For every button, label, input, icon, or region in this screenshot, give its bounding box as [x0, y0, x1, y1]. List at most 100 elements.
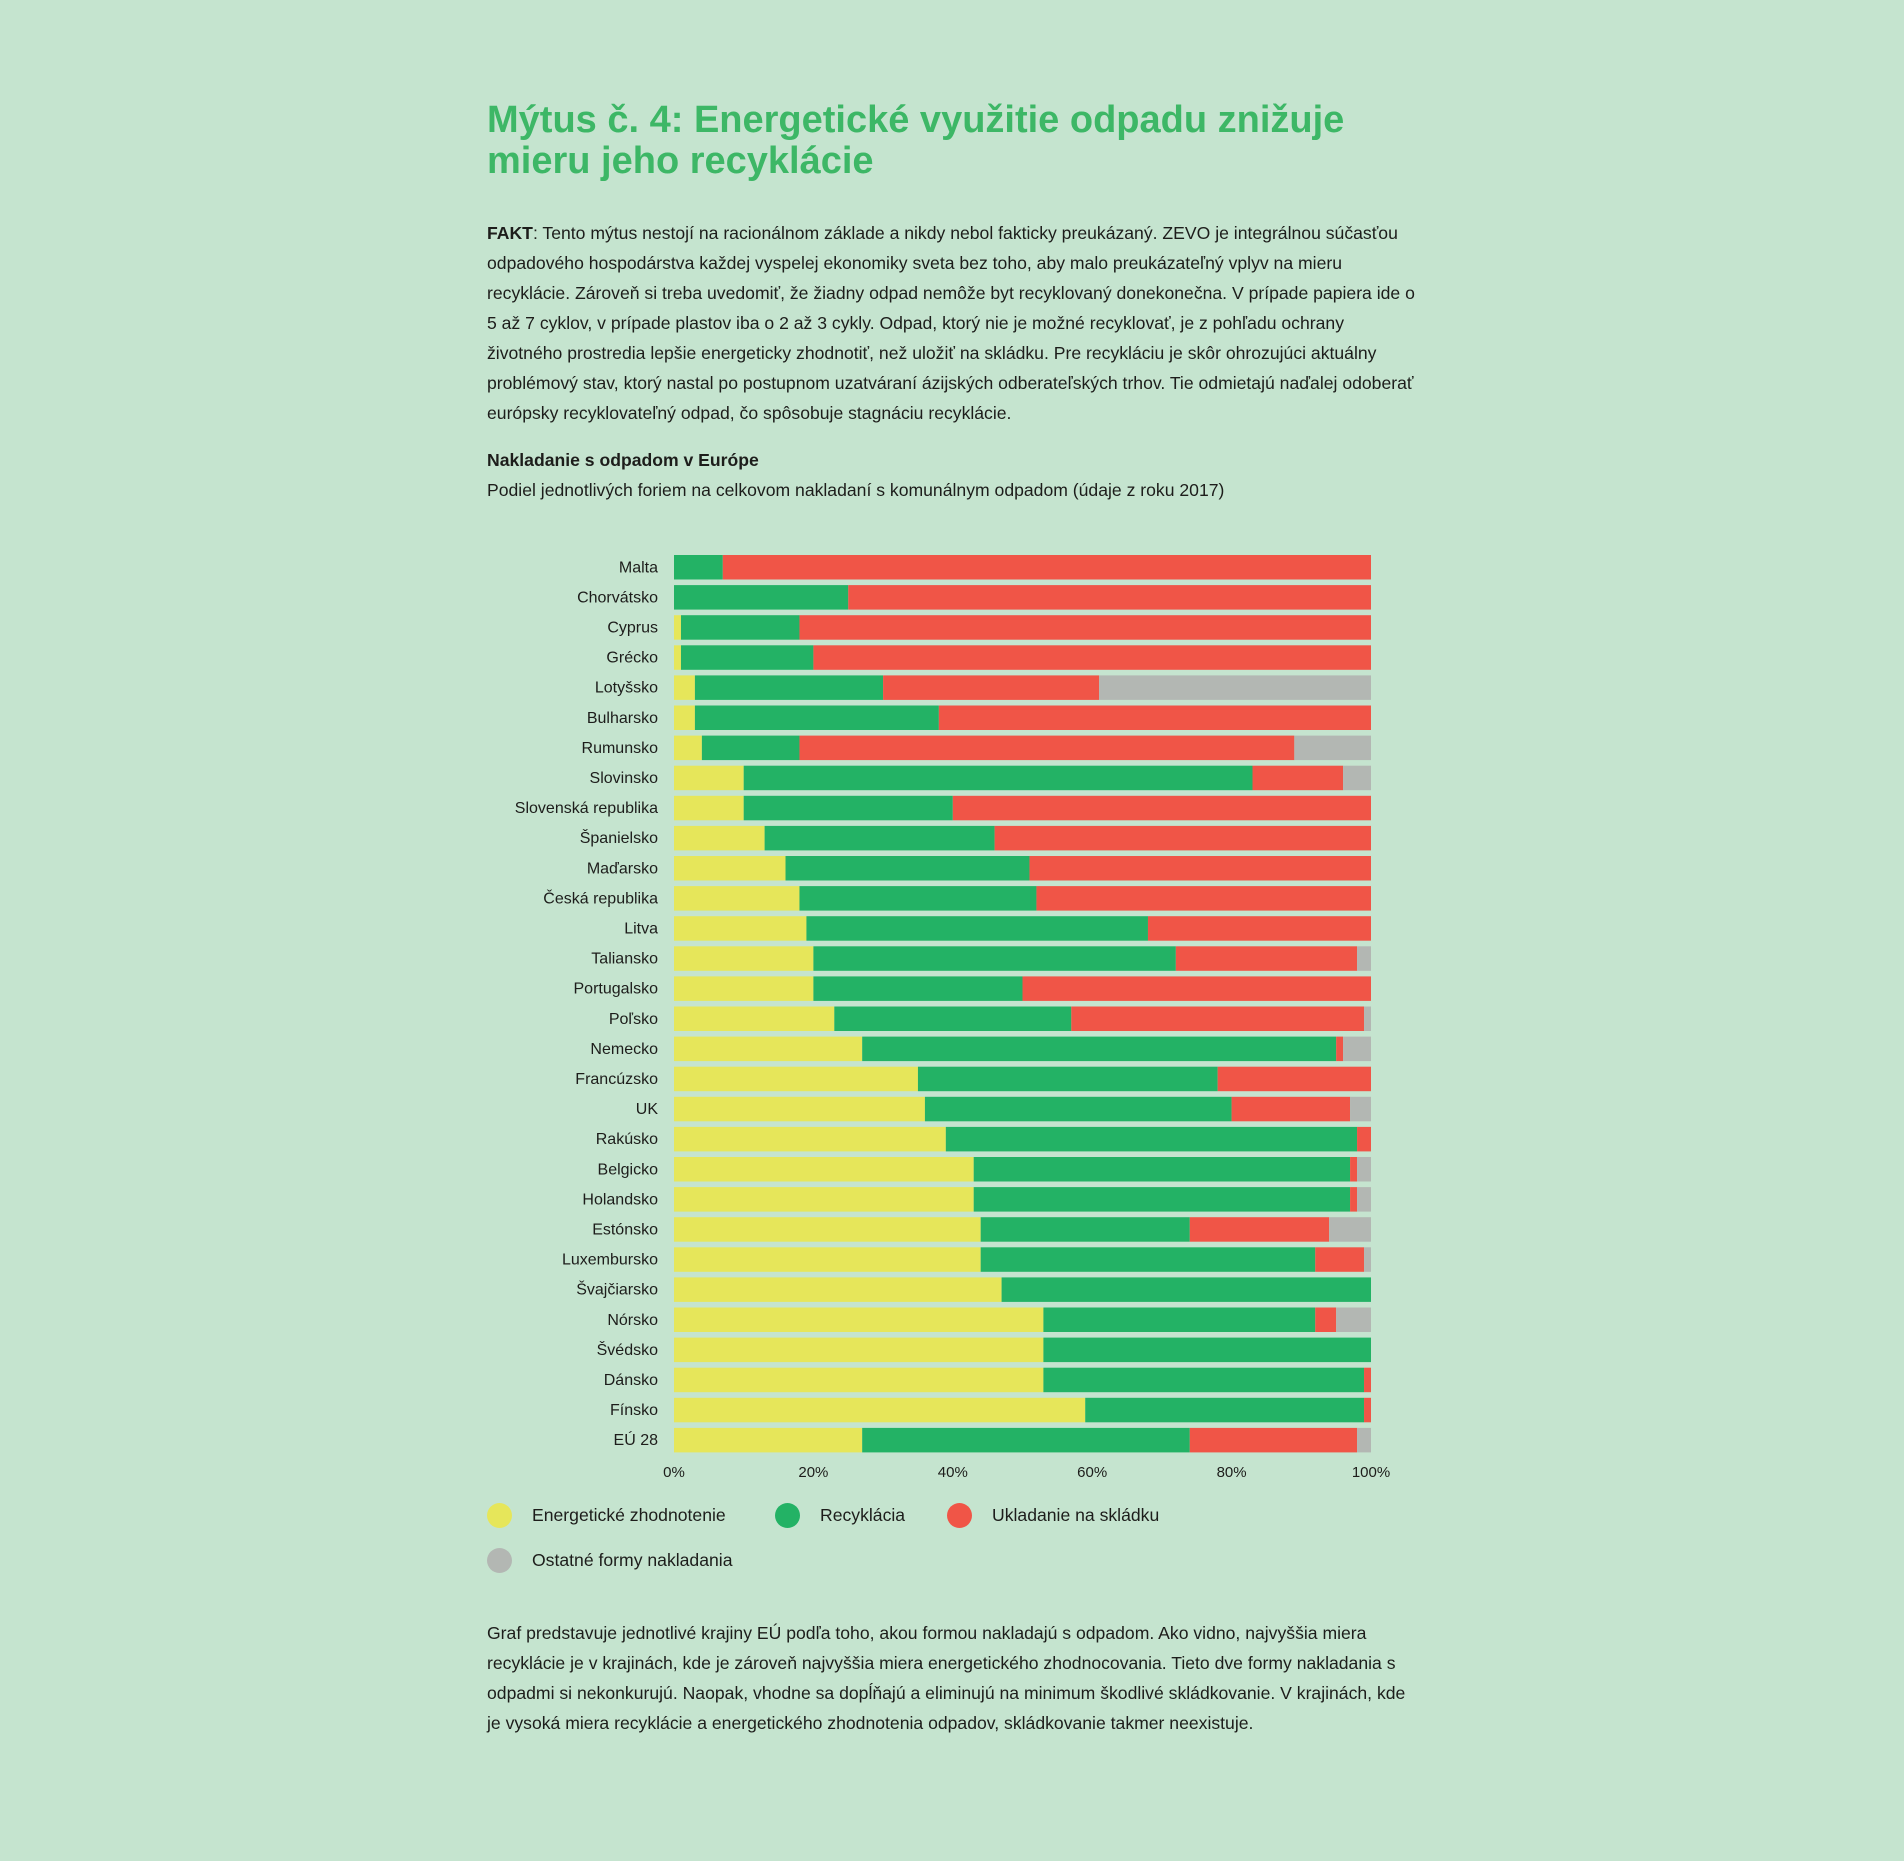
- legend-label-recycling: Recyklácia: [820, 1504, 906, 1525]
- bar-segment-ceska-republika-0: [674, 886, 800, 911]
- category-label-cyprus: Cyprus: [607, 619, 658, 636]
- bar-segment-polsko-0: [674, 1006, 835, 1031]
- bar-segment-polsko-1: [834, 1006, 1072, 1031]
- x-tick-label: 0%: [663, 1464, 685, 1481]
- bar-segment-taliansko-0: [674, 946, 814, 971]
- category-label-spanielsko: Španielsko: [580, 828, 658, 847]
- chart-title: Nakladanie s odpadom v Európe: [487, 450, 759, 470]
- bar-segment-belgicko-3: [1357, 1157, 1371, 1182]
- category-label-chorvatsko: Chorvátsko: [577, 589, 658, 606]
- bar-segment-belgicko-0: [674, 1157, 974, 1182]
- category-label-norsko: Nórsko: [607, 1312, 658, 1329]
- bar-segment-francuzsko-2: [1217, 1066, 1371, 1092]
- bar-segment-rakusko-0: [674, 1126, 946, 1152]
- bar-segment-belgicko-1: [973, 1157, 1351, 1182]
- bar-segment-litva-2: [1147, 916, 1371, 941]
- category-label-slovinsko: Slovinsko: [590, 770, 659, 787]
- bar-segment-slovenska-republika-0: [674, 795, 744, 821]
- bar-segment-luxembursko-0: [674, 1247, 981, 1272]
- legend-swatch-other: [487, 1547, 512, 1573]
- bar-segment-eu-28-2: [1189, 1427, 1358, 1453]
- legend-item-landfill: Ukladanie na skládku: [947, 1500, 1159, 1530]
- x-tick-label: 20%: [798, 1464, 828, 1481]
- bar-segment-slovinsko-3: [1343, 765, 1371, 791]
- bar-segment-cyprus-0: [674, 615, 681, 640]
- bar-segment-holandsko-0: [674, 1187, 974, 1212]
- bar-segment-estonsko-1: [980, 1217, 1190, 1242]
- category-label-francuzsko: Francúzsko: [575, 1071, 658, 1088]
- bar-segment-svedsko-1: [1043, 1337, 1371, 1363]
- bar-segment-estonsko-3: [1329, 1217, 1371, 1242]
- bar-segment-spanielsko-2: [994, 825, 1371, 851]
- bar-segment-estonsko-0: [674, 1217, 981, 1242]
- bar-segment-litva-0: [674, 916, 807, 941]
- x-tick-label: 40%: [938, 1464, 968, 1481]
- bar-segment-madarsko-1: [785, 856, 1030, 881]
- fact-label: FAKT: [487, 223, 533, 243]
- legend-swatch-energy: [487, 1502, 512, 1528]
- bar-segment-chorvatsko-2: [848, 585, 1371, 610]
- bar-segment-estonsko-2: [1189, 1217, 1330, 1242]
- bar-segment-uk-1: [924, 1096, 1232, 1122]
- bar-segment-portugalsko-2: [1022, 976, 1371, 1001]
- bar-segment-slovenska-republika-1: [743, 795, 953, 821]
- bar-segment-taliansko-3: [1357, 946, 1371, 971]
- bar-segment-rakusko-2: [1357, 1126, 1371, 1152]
- bar-segment-madarsko-2: [1029, 856, 1371, 881]
- bar-segment-holandsko-3: [1357, 1187, 1371, 1212]
- category-label-taliansko: Taliansko: [591, 951, 658, 968]
- category-label-rakusko: Rakúsko: [596, 1131, 658, 1148]
- bar-segment-cyprus-1: [680, 615, 800, 640]
- bar-segment-bulharsko-1: [694, 705, 939, 730]
- bar-segment-nemecko-1: [862, 1036, 1337, 1062]
- bar-segment-malta-1: [674, 555, 723, 580]
- bar-segment-norsko-3: [1336, 1307, 1371, 1332]
- category-label-belgicko: Belgicko: [598, 1161, 659, 1178]
- bar-segment-finsko-0: [674, 1397, 1086, 1423]
- category-label-luxembursko: Luxembursko: [562, 1252, 658, 1269]
- bar-segment-dansko-2: [1364, 1367, 1371, 1393]
- category-label-svajciarsko: Švajčiarsko: [576, 1280, 658, 1299]
- category-label-finsko: Fínsko: [610, 1402, 658, 1419]
- legend-item-other: Ostatné formy nakladania: [487, 1545, 732, 1575]
- bar-segment-lotyssko-0: [674, 675, 695, 700]
- bar-segment-svedsko-0: [674, 1337, 1044, 1363]
- bar-segment-svajciarsko-0: [674, 1277, 1002, 1302]
- bar-segment-holandsko-1: [973, 1187, 1351, 1212]
- bar-segment-slovinsko-0: [674, 765, 744, 791]
- bar-segment-holandsko-2: [1350, 1187, 1358, 1212]
- bar-segment-eu-28-3: [1357, 1427, 1371, 1453]
- bar-segment-madarsko-0: [674, 856, 786, 881]
- bar-segment-cyprus-2: [799, 615, 1371, 640]
- bar-segment-malta-2: [722, 555, 1371, 580]
- bar-segment-norsko-0: [674, 1307, 1044, 1332]
- bar-segment-chorvatsko-1: [674, 585, 849, 610]
- bar-segment-dansko-0: [674, 1367, 1044, 1393]
- bar-segment-portugalsko-1: [813, 976, 1023, 1001]
- category-label-uk: UK: [636, 1101, 659, 1118]
- fact-paragraph: FAKT: Tento mýtus nestojí na racionálnom…: [487, 218, 1417, 428]
- bar-segment-nemecko-0: [674, 1036, 863, 1062]
- category-label-malta: Malta: [619, 559, 658, 576]
- bar-segment-eu-28-0: [674, 1427, 863, 1453]
- bar-segment-rakusko-1: [945, 1126, 1358, 1152]
- bar-segment-finsko-2: [1364, 1397, 1371, 1423]
- bar-segment-norsko-1: [1043, 1307, 1316, 1332]
- fact-text: : Tento mýtus nestojí na racionálnom zák…: [487, 223, 1415, 423]
- category-label-slovenska-republika: Slovenská republika: [515, 800, 658, 817]
- category-label-estonsko: Estónsko: [592, 1221, 658, 1238]
- bar-segment-rumunsko-1: [701, 735, 800, 761]
- legend-swatch-recycling: [775, 1502, 800, 1528]
- bar-segment-ceska-republika-1: [799, 886, 1037, 911]
- chart-explanation: Graf predstavuje jednotlivé krajiny EÚ p…: [487, 1623, 1406, 1733]
- category-label-litva: Litva: [624, 920, 658, 937]
- bar-segment-taliansko-2: [1175, 946, 1358, 971]
- bar-segment-luxembursko-1: [980, 1247, 1316, 1272]
- bar-segment-finsko-1: [1085, 1397, 1365, 1423]
- bar-segment-eu-28-1: [862, 1427, 1190, 1453]
- legend-label-other: Ostatné formy nakladania: [532, 1549, 733, 1570]
- category-label-ceska-republika: Česká republika: [543, 888, 658, 907]
- legend-item-energy: Energetické zhodnotenie: [487, 1500, 726, 1530]
- bar-segment-luxembursko-3: [1364, 1247, 1371, 1272]
- bar-segment-nemecko-2: [1336, 1036, 1344, 1062]
